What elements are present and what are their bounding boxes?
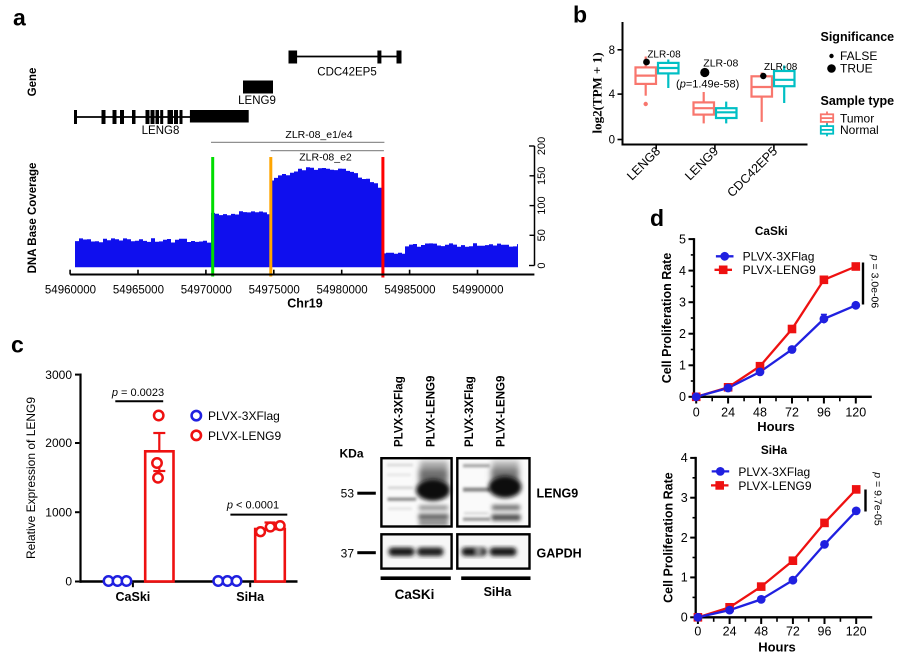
svg-text:ZLR-08_e1/e4: ZLR-08_e1/e4: [285, 129, 352, 141]
svg-text:PLVX-LENG9: PLVX-LENG9: [743, 263, 816, 277]
svg-text:Hours: Hours: [758, 639, 796, 654]
svg-text:KDa: KDa: [340, 447, 364, 461]
svg-text:log2(TPM + 1): log2(TPM + 1): [590, 52, 605, 133]
svg-text:CaSki: CaSki: [755, 224, 788, 238]
svg-text:0: 0: [609, 135, 615, 147]
svg-text:3: 3: [681, 491, 688, 505]
svg-text:5: 5: [679, 232, 686, 246]
svg-text:Relative Expression of LENG9: Relative Expression of LENG9: [24, 397, 38, 559]
svg-text:54980000: 54980000: [317, 285, 368, 297]
svg-text:TRUE: TRUE: [840, 62, 873, 76]
svg-text:150: 150: [536, 167, 548, 185]
svg-text:CaSki: CaSki: [116, 590, 151, 604]
svg-text:0: 0: [679, 390, 686, 404]
svg-text:SiHa: SiHa: [761, 443, 788, 457]
svg-text:72: 72: [785, 405, 799, 419]
svg-text:54990000: 54990000: [452, 285, 503, 297]
svg-text:ZLR-08: ZLR-08: [764, 62, 798, 73]
svg-text:c: c: [11, 332, 24, 358]
svg-text:ZLR-08: ZLR-08: [703, 58, 738, 70]
svg-text:8: 8: [609, 45, 615, 57]
svg-text:SiHa: SiHa: [236, 590, 265, 604]
svg-text:p < 0.0001: p < 0.0001: [226, 500, 279, 512]
svg-text:CDC42EP5: CDC42EP5: [317, 67, 376, 79]
svg-text:96: 96: [818, 624, 832, 638]
svg-text:0: 0: [65, 575, 72, 589]
svg-text:LENG9: LENG9: [238, 95, 276, 107]
svg-text:0: 0: [693, 405, 700, 419]
svg-text:0: 0: [536, 262, 548, 268]
svg-text:p = 0.0023: p = 0.0023: [111, 387, 164, 399]
svg-text:ZLR-08: ZLR-08: [647, 50, 681, 61]
svg-text:200: 200: [536, 137, 548, 155]
svg-text:Chr19: Chr19: [287, 297, 322, 311]
svg-text:SiHa: SiHa: [484, 585, 513, 599]
svg-text:LENG8: LENG8: [142, 125, 180, 137]
svg-text:4: 4: [679, 264, 686, 278]
svg-text:PLVX-3XFlag: PLVX-3XFlag: [208, 409, 280, 423]
svg-text:50: 50: [536, 229, 548, 241]
svg-text:Cell Proliferation Rate: Cell Proliferation Rate: [662, 472, 676, 603]
svg-text:1: 1: [679, 359, 686, 373]
svg-text:4: 4: [681, 451, 688, 465]
svg-text:96: 96: [817, 405, 831, 419]
svg-text:(p=1.49e-58): (p=1.49e-58): [676, 79, 739, 91]
svg-text:d: d: [650, 205, 664, 231]
svg-text:p = 9.7e-05: p = 9.7e-05: [872, 471, 884, 526]
svg-text:3: 3: [679, 296, 686, 310]
svg-text:a: a: [13, 5, 26, 31]
svg-text:ZLR-08_e2: ZLR-08_e2: [299, 152, 352, 164]
svg-text:Sample type: Sample type: [821, 94, 895, 108]
svg-text:p = 3.0e-06: p = 3.0e-06: [869, 254, 881, 309]
svg-text:PLVX-LENG9: PLVX-LENG9: [496, 376, 508, 447]
svg-text:2: 2: [679, 327, 686, 341]
svg-text:PLVX-3XFlag: PLVX-3XFlag: [394, 376, 406, 447]
svg-text:CaSKi: CaSKi: [395, 587, 435, 602]
svg-text:1: 1: [681, 571, 688, 585]
svg-text:24: 24: [723, 624, 737, 638]
svg-text:Hours: Hours: [757, 419, 795, 434]
svg-text:Normal: Normal: [840, 123, 879, 137]
svg-text:FALSE: FALSE: [840, 49, 877, 63]
svg-text:PLVX-LENG9: PLVX-LENG9: [208, 429, 281, 443]
svg-text:100: 100: [536, 196, 548, 214]
svg-text:Cell Proliferation Rate: Cell Proliferation Rate: [660, 253, 674, 384]
svg-text:Gene: Gene: [27, 68, 39, 97]
svg-text:48: 48: [754, 624, 768, 638]
svg-text:DNA Base Coverage: DNA Base Coverage: [27, 163, 39, 274]
svg-text:Significance: Significance: [821, 30, 895, 44]
svg-text:54960000: 54960000: [45, 285, 96, 297]
svg-text:PLVX-3XFlag: PLVX-3XFlag: [464, 376, 476, 447]
svg-text:120: 120: [846, 624, 867, 638]
svg-text:PLVX-LENG9: PLVX-LENG9: [426, 376, 438, 447]
svg-text:PLVX-LENG9: PLVX-LENG9: [738, 479, 811, 493]
svg-text:2: 2: [681, 531, 688, 545]
svg-text:120: 120: [845, 405, 866, 419]
svg-text:3000: 3000: [45, 368, 72, 382]
svg-text:1000: 1000: [45, 505, 72, 519]
svg-text:Tumor: Tumor: [840, 111, 874, 125]
svg-text:24: 24: [721, 405, 735, 419]
svg-text:PLVX-3XFlag: PLVX-3XFlag: [743, 250, 815, 264]
svg-text:54975000: 54975000: [249, 285, 300, 297]
svg-text:b: b: [573, 2, 587, 28]
svg-text:54985000: 54985000: [384, 285, 435, 297]
svg-text:2000: 2000: [45, 436, 72, 450]
svg-text:0: 0: [694, 624, 701, 638]
svg-text:72: 72: [786, 624, 800, 638]
svg-text:0: 0: [681, 611, 688, 625]
svg-text:4: 4: [609, 89, 616, 101]
svg-text:54965000: 54965000: [113, 285, 164, 297]
svg-text:LENG9: LENG9: [537, 487, 579, 501]
svg-text:48: 48: [753, 405, 767, 419]
svg-text:GAPDH: GAPDH: [537, 547, 582, 561]
svg-text:37: 37: [341, 547, 355, 561]
svg-text:53: 53: [341, 487, 355, 501]
svg-text:PLVX-3XFlag: PLVX-3XFlag: [738, 465, 810, 479]
svg-text:54970000: 54970000: [181, 285, 232, 297]
